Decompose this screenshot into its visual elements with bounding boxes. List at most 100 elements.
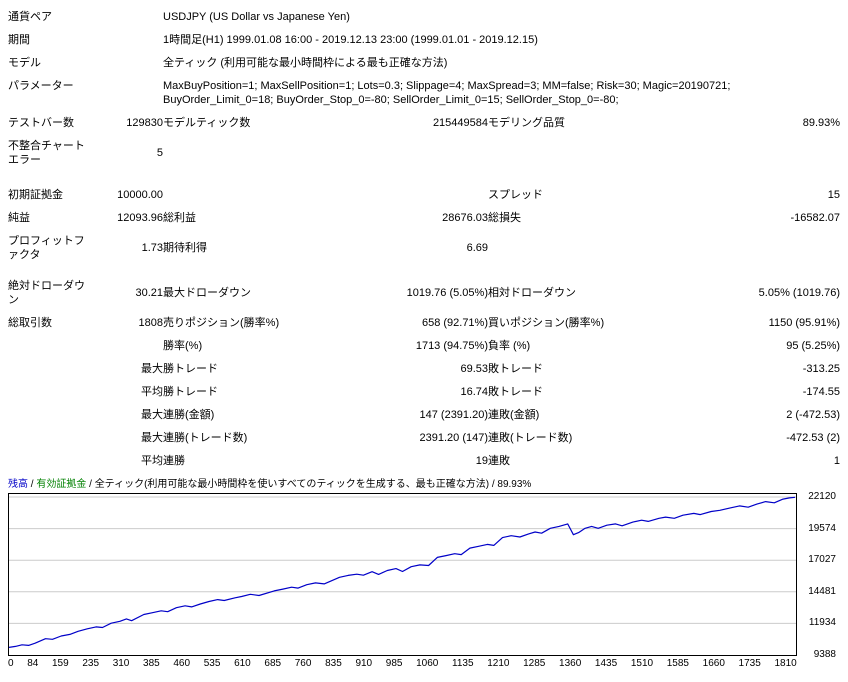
stat-value: 95 (5.25%) (786, 340, 841, 352)
x-axis-label: 910 (355, 658, 373, 669)
y-axis-label: 9388 (813, 649, 836, 660)
stat-label: 連勝(金額) (163, 409, 215, 421)
row-drawdown: 絶対ドローダウン 30.21 最大ドローダウン 1019.76 (5.05%) … (8, 275, 840, 312)
plot-area (8, 493, 797, 656)
x-axis-label: 1135 (452, 658, 474, 669)
stat-value: 12093.96 (117, 212, 163, 224)
stat-value: 2 (-472.53) (786, 409, 841, 421)
stat-label: 総損失 (488, 212, 521, 224)
row-net-profit: 純益 12093.96 総利益 28676.03 総損失 -16582.07 (8, 207, 840, 230)
stat-value: 5 (156, 147, 163, 159)
stat-label: 買いポジション(勝率%) (488, 317, 605, 329)
stat-label: スプレッド (488, 189, 543, 201)
stat-label: 期間 (8, 34, 30, 46)
balance-curve-svg (9, 496, 796, 648)
stat-value: 30.21 (135, 287, 163, 299)
x-axis-label: 310 (112, 658, 130, 669)
stat-label: 総取引数 (8, 317, 52, 329)
section-spacer (8, 267, 840, 275)
stat-label: 初期証拠金 (8, 189, 63, 201)
x-axis-label: 460 (173, 658, 191, 669)
stat-value: 1.73 (141, 242, 163, 254)
x-axis-label: 0 (8, 658, 14, 669)
stat-value: 658 (92.71%) (421, 317, 488, 329)
stat-value: 147 (2391.20) (419, 409, 489, 421)
row-total-trades: 総取引数 1808 売りポジション(勝率%) 658 (92.71%) 買いポジ… (8, 312, 840, 335)
modeling-quality-value: 89.93% (497, 479, 532, 490)
row-period: 期間 1時間足(H1) 1999.01.08 16:00 - 2019.12.1… (8, 29, 840, 52)
stat-label: 連敗 (488, 455, 510, 467)
x-axis-label: 1435 (594, 658, 618, 669)
stat-label: テストバー数 (8, 117, 74, 129)
stat-label: 連敗(トレード数) (488, 432, 573, 444)
stat-label: 期待利得 (163, 242, 207, 254)
stat-value: 89.93% (802, 117, 841, 129)
stat-value: -472.53 (2) (786, 432, 841, 444)
stat-value: 69.53 (460, 363, 488, 375)
row-average-consecutive: 平均 連勝 19 連敗 1 (8, 450, 840, 473)
stat-label: モデリング品質 (488, 117, 565, 129)
stat-value: 1713 (94.75%) (415, 340, 488, 352)
stat-value: 5.05% (1019.76) (758, 287, 841, 299)
stat-label: 連勝 (163, 455, 185, 467)
row-parameters: パラメーター MaxBuyPosition=1; MaxSellPosition… (8, 75, 840, 112)
stat-value: 215449584 (432, 117, 488, 129)
stat-label: モデルティック数 (163, 117, 251, 129)
x-axis-label: 1285 (523, 658, 546, 669)
balance-legend-label: 残高 (8, 479, 28, 490)
stat-label: 平均 (141, 386, 163, 398)
stat-label: 平均 (141, 455, 163, 467)
stat-label: 売りポジション(勝率%) (163, 317, 280, 329)
x-axis-label: 1210 (487, 658, 510, 669)
row-largest-trades: 最大 勝トレード 69.53 敗トレード -313.25 (8, 358, 840, 381)
caption-separator: / (28, 479, 37, 490)
section-spacer (8, 172, 840, 184)
caption-separator: / (86, 479, 95, 490)
symbol-value: USDJPY (US Dollar vs Japanese Yen) (163, 11, 350, 23)
stat-value: 19 (475, 455, 488, 467)
report-table: 通貨ペア USDJPY (US Dollar vs Japanese Yen) … (8, 6, 840, 473)
x-axis-label: 835 (325, 658, 342, 669)
x-axis-label: 1810 (774, 658, 797, 669)
x-axis-label: 760 (294, 658, 312, 669)
stat-label: 敗トレード (488, 363, 543, 375)
row-average-trades: 平均 勝トレード 16.74 敗トレード -174.55 (8, 381, 840, 404)
x-axis-label: 985 (385, 658, 403, 669)
stat-value: 16.74 (460, 386, 488, 398)
row-max-consecutive-amount: 最大 連勝(金額) 147 (2391.20) 連敗(金額) 2 (-472.5… (8, 404, 840, 427)
y-axis-label: 14481 (808, 586, 836, 597)
x-axis-label: 535 (203, 658, 221, 669)
stat-label: モデル (8, 57, 41, 69)
stat-value: 1808 (138, 317, 163, 329)
x-axis-label: 610 (234, 658, 251, 669)
caption-separator: / (489, 479, 498, 490)
x-axis-label: 1060 (416, 658, 439, 669)
stat-label: 連勝(トレード数) (163, 432, 248, 444)
parameters-value: MaxBuyPosition=1; MaxSellPosition=1; Lot… (163, 80, 731, 106)
model-value: 全ティック (利用可能な最小時間枠による最も正確な方法) (163, 57, 448, 69)
x-axis-label: 1360 (559, 658, 582, 669)
stat-label: 最大 (141, 409, 163, 421)
stat-label: 純益 (8, 212, 30, 224)
row-mismatched-errors: 不整合チャートエラー 5 (8, 135, 840, 172)
stat-value: -313.25 (802, 363, 841, 375)
stat-label: 敗トレード (488, 386, 543, 398)
x-axis-label: 1735 (738, 658, 761, 669)
x-axis-label: 1585 (666, 658, 689, 669)
row-model: モデル 全ティック (利用可能な最小時間枠による最も正確な方法) (8, 52, 840, 75)
stat-label: 連敗(金額) (488, 409, 540, 421)
stat-label: 不整合チャートエラー (8, 140, 85, 166)
stat-label: 負率 (%) (488, 340, 531, 352)
stat-value: 2391.20 (147) (419, 432, 489, 444)
stat-label: 相対ドローダウン (488, 287, 576, 299)
y-axis-label: 11934 (808, 617, 836, 628)
row-win-rate: 勝率(%) 1713 (94.75%) 負率 (%) 95 (5.25%) (8, 335, 840, 358)
equity-legend-label: 有効証拠金 (36, 479, 87, 490)
stat-value: 129830 (126, 117, 163, 129)
stat-label: パラメーター (8, 80, 74, 92)
y-axis: 9388 11934 14481 17027 19574 22120 (797, 491, 840, 660)
stat-label: 勝トレード (163, 363, 218, 375)
stat-label: 通貨ペア (8, 11, 52, 23)
y-axis-label: 22120 (808, 491, 836, 502)
x-axis-label: 685 (264, 658, 282, 669)
